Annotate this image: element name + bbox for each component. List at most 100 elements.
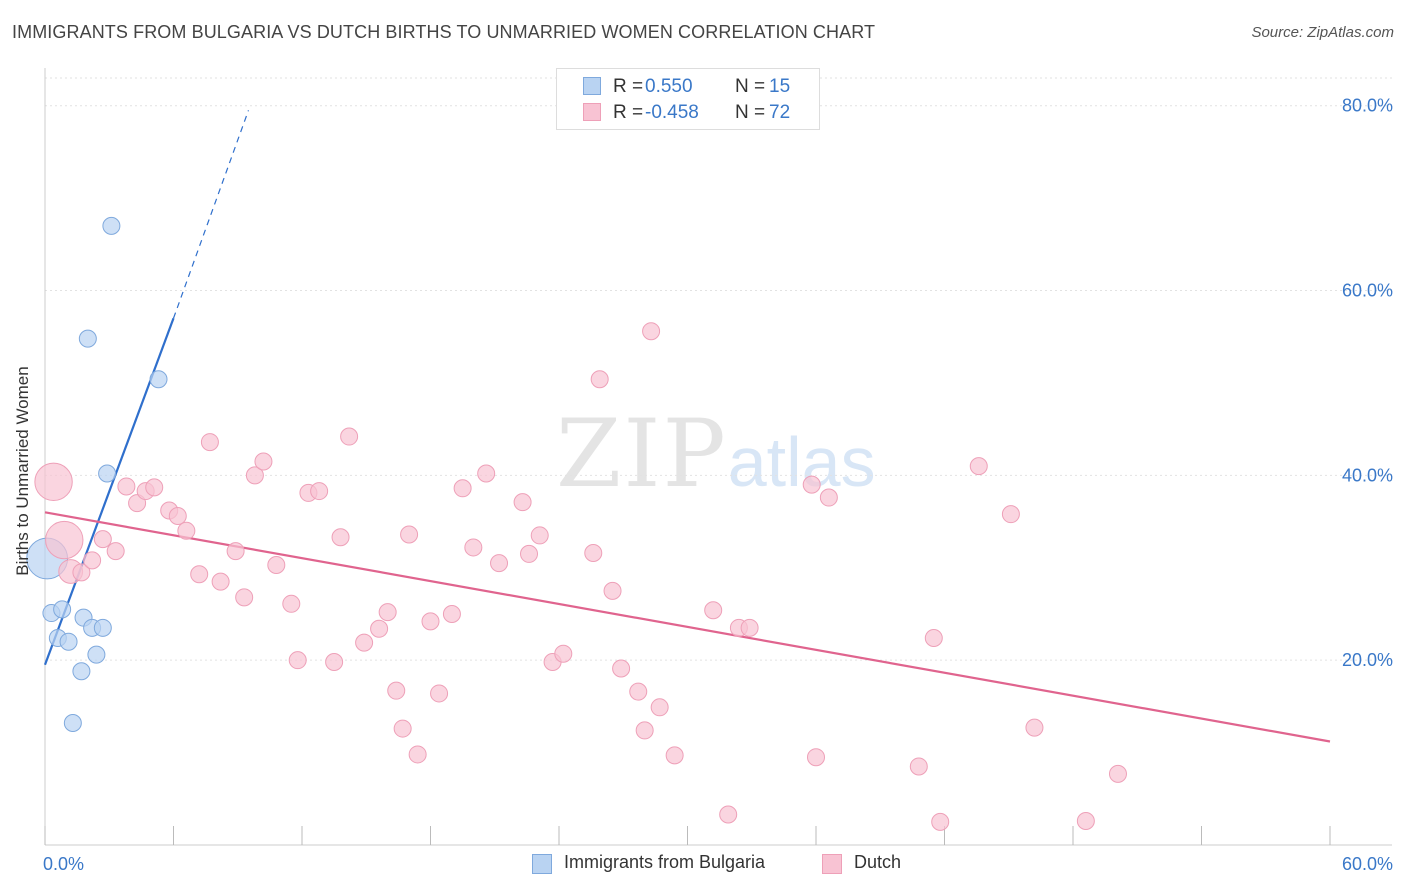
dutch-point [325,653,344,672]
dutch-point [235,588,254,607]
dutch-point [226,542,245,561]
r-value: 0.550 [645,76,693,97]
dutch-point [310,482,329,501]
dutch-point [1001,505,1020,524]
dutch-point [430,684,449,703]
dutch-point [530,526,549,545]
dutch-point [442,604,461,623]
dutch-point [909,757,928,776]
correlation-legend: R = 0.550 N = 15 R = -0.458 N = 72 [556,68,820,130]
dutch-point [802,475,821,494]
dutch-point [807,748,825,767]
n-label: N = [735,102,766,123]
dutch-point [490,554,509,573]
dutch-point [200,433,219,452]
dutch-point [400,525,419,544]
legend-label: Dutch [854,852,902,872]
bulgaria-point [149,370,168,389]
dutch-point [282,594,301,613]
dutch-point [590,370,609,389]
dutch-point [45,520,84,560]
bulgaria-point [53,600,72,619]
x-tick-label: 0.0% [43,854,84,874]
dutch-point [924,629,943,648]
bulgaria-point [59,632,78,651]
y-tick-label: 80.0% [1342,96,1393,116]
y-tick-label: 40.0% [1342,465,1393,485]
dutch-point [378,603,397,622]
bulgaria-point [98,464,117,483]
dutch-point [520,544,539,563]
dutch-point [288,651,307,670]
dutch-point [665,746,684,765]
dutch-point [72,563,91,582]
dutch-point [254,452,273,471]
dutch-point [117,477,136,496]
n-value: 15 [769,76,791,97]
dutch-point [190,565,209,584]
bulgaria-point [78,329,97,348]
bulgaria-trend-extension [172,110,250,319]
dutch-legend-swatch [822,854,842,874]
dutch-point [464,538,483,557]
tick-labels: 20.0% 40.0% 60.0% 80.0% 0.0% 60.0% [43,96,1393,874]
dutch-point [106,542,125,561]
axes [44,68,1392,846]
watermark-atlas: atlas [727,423,876,501]
dutch-point [83,551,102,570]
r-label: R = [613,76,644,97]
bulgaria-legend-swatch [532,854,552,874]
dutch-point [245,466,264,485]
bulgaria-point [72,662,91,681]
dutch-point [635,721,654,740]
dutch-point [355,633,374,652]
bulgaria-point [93,618,112,637]
data-points [26,216,1127,831]
dutch-point [704,601,723,620]
y-axis-title-wrap: Births to Unmarried Women [8,366,38,575]
dutch-point [393,719,412,738]
dutch-swatch [583,103,601,121]
bulgaria-point [63,714,82,733]
x-tick-label: 60.0% [1342,854,1393,874]
dutch-point [584,543,603,562]
dutch-point [629,682,648,701]
dutch-point [453,479,472,498]
dutch-point [145,478,164,497]
dutch-point [331,528,350,547]
dutch-point [1076,811,1095,830]
y-tick-label: 60.0% [1342,281,1393,301]
dutch-point [642,322,661,341]
bulgaria-point [102,216,121,235]
dutch-point [1025,718,1044,737]
dutch-point [168,507,187,526]
dutch-point [740,618,759,637]
dutch-point [34,462,73,502]
source-label: Source: ZipAtlas.com [1251,24,1394,41]
dutch-point [267,555,286,574]
dutch-point [819,488,838,507]
dutch-point [603,581,622,600]
r-value: -0.458 [645,102,699,123]
n-value: 72 [769,102,791,123]
watermark: ZIPatlas [556,400,876,509]
dutch-point [554,644,573,663]
legend-label: Immigrants from Bulgaria [564,852,766,872]
dutch-point [1108,764,1127,783]
dutch-point [408,745,427,764]
dutch-point [650,698,669,717]
dutch-point [612,659,631,678]
trend-lines [43,110,1331,743]
bulgaria-point [87,645,106,664]
chart-title: IMMIGRANTS FROM BULGARIA VS DUTCH BIRTHS… [12,22,876,42]
dutch-point [211,572,230,591]
dutch-point [93,530,112,549]
dutch-point [931,812,950,831]
dutch-trend-line [44,511,1331,743]
y-tick-label: 20.0% [1342,650,1393,670]
watermark-zip: ZIP [556,400,728,509]
dutch-point [969,457,988,476]
dutch-point [177,521,196,540]
dutch-point [719,805,738,824]
